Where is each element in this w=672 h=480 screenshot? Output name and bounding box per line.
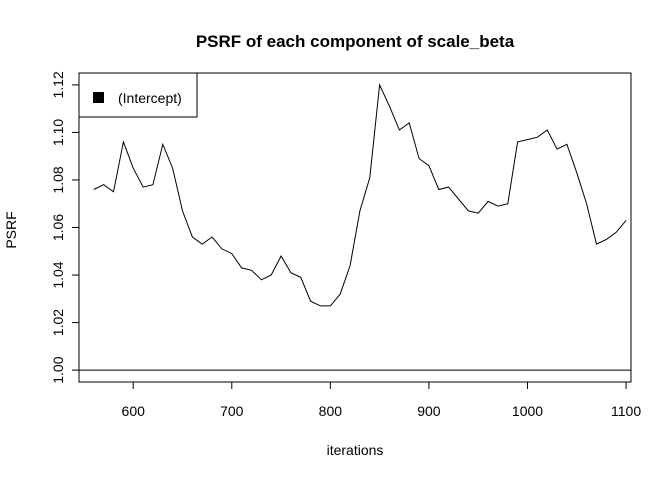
series-layer (93, 83, 627, 307)
x-tick-label: 1000 (512, 403, 543, 419)
x-tick-label: 1100 (611, 403, 641, 419)
y-tick-label: 1.08 (50, 166, 66, 193)
chart-title: PSRF of each component of scale_beta (196, 32, 515, 51)
legend-entry: (Intercept) (118, 90, 182, 106)
legend-swatch (93, 92, 104, 103)
y-tick-label: 1.12 (50, 71, 66, 98)
y-tick-label: 1.00 (50, 356, 66, 383)
plot-frame (78, 72, 632, 383)
x-tick-label: 800 (319, 403, 343, 419)
legend: (Intercept) (78, 72, 198, 118)
y-tick-label: 1.06 (50, 214, 66, 241)
series-line (93, 83, 627, 307)
y-axis: 1.00 1.02 1.04 1.06 1.08 1.10 1.12 (50, 71, 80, 384)
y-tick-label: 1.04 (50, 261, 66, 288)
x-tick-label: 900 (417, 403, 441, 419)
y-tick-label: 1.02 (50, 309, 66, 336)
x-tick-label: 600 (122, 403, 146, 419)
x-tick-label: 700 (220, 403, 244, 419)
y-tick-label: 1.10 (50, 119, 66, 146)
x-axis: 600 700 800 900 1000 1100 (122, 381, 641, 419)
x-axis-label: iterations (327, 442, 384, 458)
y-axis-label: PSRF (3, 211, 19, 248)
